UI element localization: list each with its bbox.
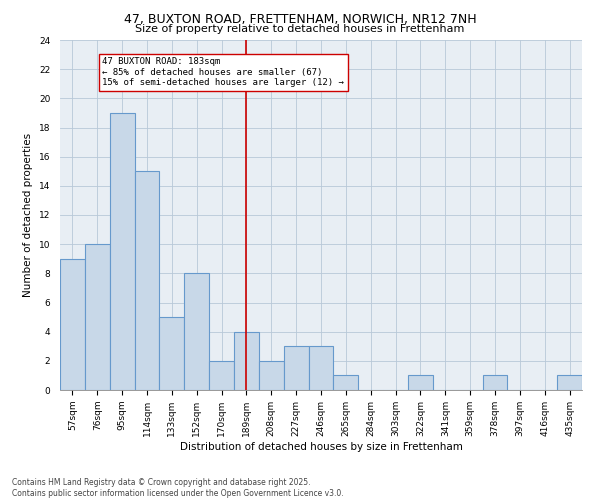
Y-axis label: Number of detached properties: Number of detached properties — [23, 133, 33, 297]
Bar — [60, 259, 85, 390]
Bar — [85, 244, 110, 390]
Bar — [408, 376, 433, 390]
Text: Size of property relative to detached houses in Frettenham: Size of property relative to detached ho… — [136, 24, 464, 34]
Bar — [259, 361, 284, 390]
Bar — [308, 346, 334, 390]
Bar — [160, 317, 184, 390]
Bar — [209, 361, 234, 390]
Bar — [184, 274, 209, 390]
Bar — [557, 376, 582, 390]
Bar — [110, 113, 134, 390]
Bar — [234, 332, 259, 390]
Bar — [482, 376, 508, 390]
Text: 47 BUXTON ROAD: 183sqm
← 85% of detached houses are smaller (67)
15% of semi-det: 47 BUXTON ROAD: 183sqm ← 85% of detached… — [102, 58, 344, 88]
Text: 47, BUXTON ROAD, FRETTENHAM, NORWICH, NR12 7NH: 47, BUXTON ROAD, FRETTENHAM, NORWICH, NR… — [124, 12, 476, 26]
Bar — [334, 376, 358, 390]
Text: Contains HM Land Registry data © Crown copyright and database right 2025.
Contai: Contains HM Land Registry data © Crown c… — [12, 478, 344, 498]
Bar — [134, 172, 160, 390]
Bar — [284, 346, 308, 390]
X-axis label: Distribution of detached houses by size in Frettenham: Distribution of detached houses by size … — [179, 442, 463, 452]
